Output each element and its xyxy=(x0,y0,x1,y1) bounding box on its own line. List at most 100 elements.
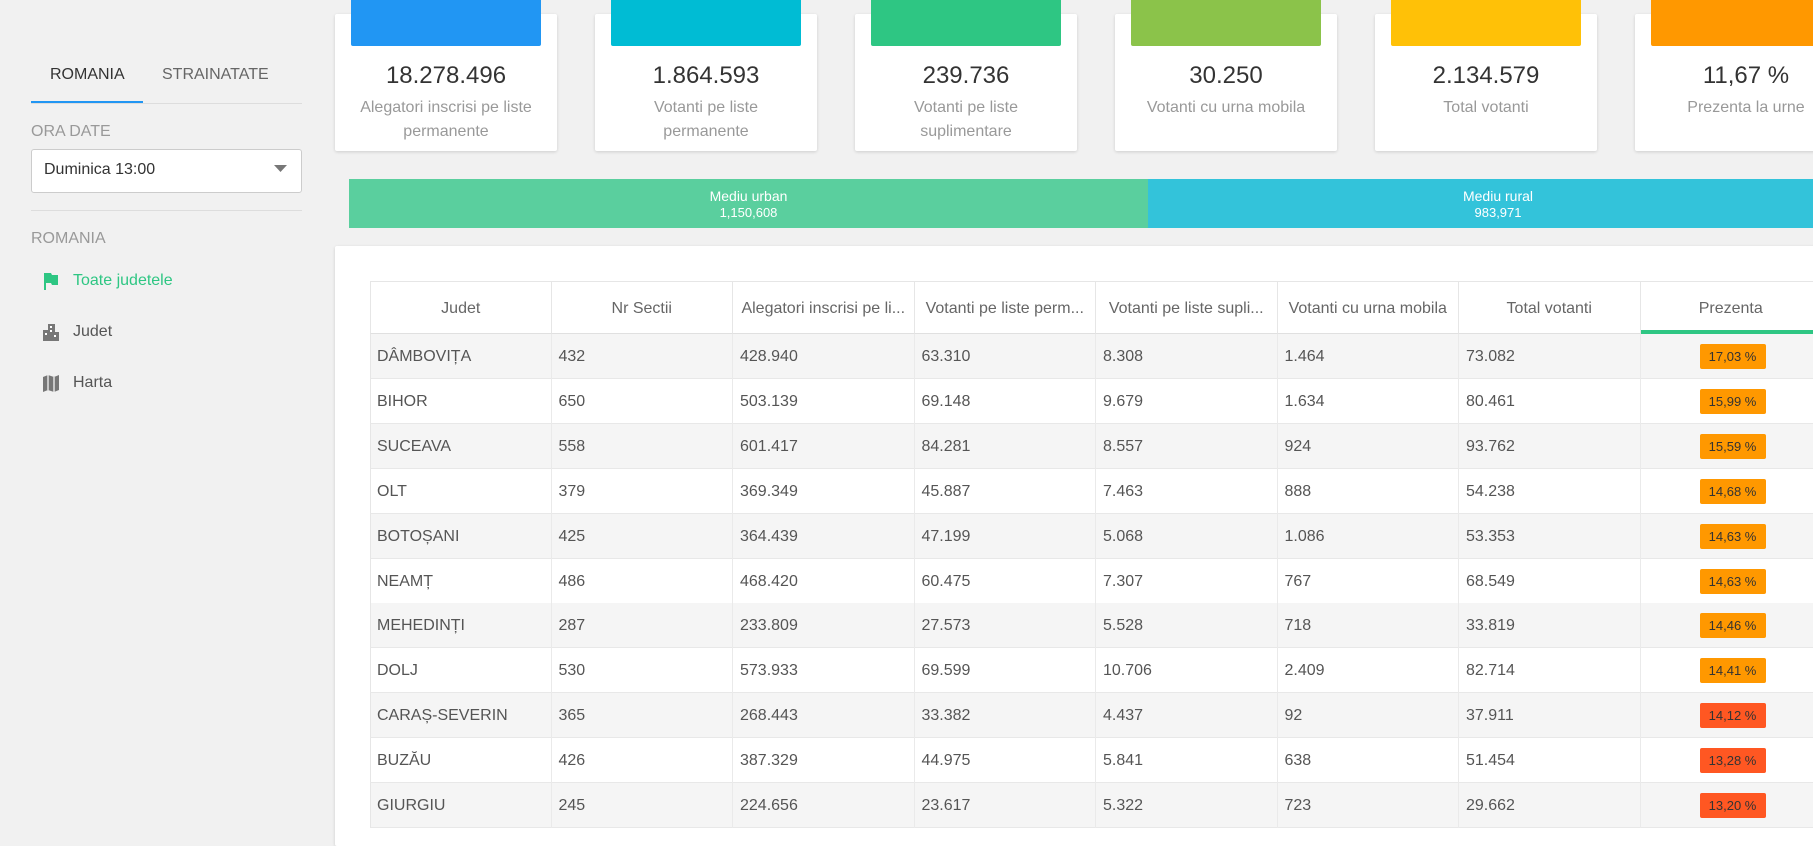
table-cell: 287 xyxy=(552,603,734,648)
table-cell: 23.617 xyxy=(915,783,1097,828)
segment-value: 1,150,608 xyxy=(349,205,1148,220)
table-cell: 45.887 xyxy=(915,469,1097,514)
table-cell: 9.679 xyxy=(1096,379,1278,424)
table-cell: 245 xyxy=(552,783,734,828)
table-cell: 573.933 xyxy=(733,648,915,693)
tab[interactable]: ROMANIA xyxy=(50,66,125,84)
column-header[interactable]: Votanti pe liste perm... xyxy=(915,281,1097,334)
card-header xyxy=(1131,0,1321,46)
table-cell: 425 xyxy=(552,514,734,559)
table-cell: 503.139 xyxy=(733,379,915,424)
table-cell: 468.420 xyxy=(733,559,915,604)
table-cell: 73.082 xyxy=(1459,334,1641,379)
prezenta-badge: 13,20 % xyxy=(1700,793,1766,818)
table-cell: 8.557 xyxy=(1096,424,1278,469)
table-cell: 60.475 xyxy=(915,559,1097,604)
table-cell: MEHEDINȚI xyxy=(370,603,552,648)
column-header[interactable]: Votanti pe liste supli... xyxy=(1096,281,1278,334)
table-cell: 44.975 xyxy=(915,738,1097,783)
table-cell: 8.308 xyxy=(1096,334,1278,379)
table-cell: NEAMȚ xyxy=(370,559,552,604)
table-cell: OLT xyxy=(370,469,552,514)
table-cell: CARAȘ-SEVERIN xyxy=(370,693,552,738)
table-cell: DÂMBOVIȚA xyxy=(370,334,552,379)
segment-value: 983,971 xyxy=(1148,205,1813,220)
table-cell: 7.307 xyxy=(1096,559,1278,604)
table-cell: 84.281 xyxy=(915,424,1097,469)
table-cell: 93.762 xyxy=(1459,424,1641,469)
card-value: 11,67 % xyxy=(1635,62,1813,90)
menu-item[interactable]: Judet xyxy=(73,323,112,341)
column-header[interactable]: Nr Sectii xyxy=(552,281,734,334)
table-cell: 387.329 xyxy=(733,738,915,783)
table-cell: 5.528 xyxy=(1096,603,1278,648)
map-icon xyxy=(43,375,59,392)
table-cell: 27.573 xyxy=(915,603,1097,648)
column-header[interactable]: Alegatori inscrisi pe li... xyxy=(733,281,915,334)
table-cell: 5.068 xyxy=(1096,514,1278,559)
card-label: Votanti pe liste permanente xyxy=(615,96,797,144)
column-header[interactable]: Judet xyxy=(370,281,552,334)
table-cell: 69.599 xyxy=(915,648,1097,693)
card-value: 18.278.496 xyxy=(335,62,557,90)
table-cell: 558 xyxy=(552,424,734,469)
segment-name: Mediu urban xyxy=(349,188,1148,204)
table-cell: 54.238 xyxy=(1459,469,1641,514)
prezenta-badge: 14,41 % xyxy=(1700,658,1766,683)
table-cell: 428.940 xyxy=(733,334,915,379)
table-cell: 718 xyxy=(1278,603,1460,648)
table-cell: 37.911 xyxy=(1459,693,1641,738)
table-cell: 33.819 xyxy=(1459,603,1641,648)
menu-item[interactable]: Toate judetele xyxy=(73,272,173,290)
table-cell: 10.706 xyxy=(1096,648,1278,693)
card-header xyxy=(351,0,541,46)
column-header[interactable]: Votanti cu urna mobila xyxy=(1278,281,1460,334)
divider xyxy=(31,103,302,104)
prezenta-badge: 14,63 % xyxy=(1700,569,1766,594)
prezenta-badge: 14,68 % xyxy=(1700,479,1766,504)
card-header xyxy=(871,0,1061,46)
prezenta-badge: 17,03 % xyxy=(1700,344,1766,369)
segment-name: Mediu rural xyxy=(1148,188,1813,204)
column-header[interactable]: Total votanti xyxy=(1459,281,1641,334)
card-header xyxy=(611,0,801,46)
select-value[interactable]: Duminica 13:00 xyxy=(44,161,155,179)
table-cell: 5.322 xyxy=(1096,783,1278,828)
table-cell: 369.349 xyxy=(733,469,915,514)
table-cell: 33.382 xyxy=(915,693,1097,738)
prezenta-badge: 14,12 % xyxy=(1700,703,1766,728)
card-header xyxy=(1391,0,1581,46)
table-cell: 1.464 xyxy=(1278,334,1460,379)
card-value: 30.250 xyxy=(1115,62,1337,90)
table-cell: BIHOR xyxy=(370,379,552,424)
table-cell: 51.454 xyxy=(1459,738,1641,783)
card-header xyxy=(1651,0,1813,46)
table-cell: 432 xyxy=(552,334,734,379)
table-cell: 68.549 xyxy=(1459,559,1641,604)
prezenta-badge: 15,59 % xyxy=(1700,434,1766,459)
table-cell: 379 xyxy=(552,469,734,514)
table-cell: 2.409 xyxy=(1278,648,1460,693)
table-cell: 268.443 xyxy=(733,693,915,738)
table-cell: 63.310 xyxy=(915,334,1097,379)
table-cell: SUCEAVA xyxy=(370,424,552,469)
tab[interactable]: STRAINATATE xyxy=(162,66,269,84)
table-cell: 924 xyxy=(1278,424,1460,469)
table-cell: 82.714 xyxy=(1459,648,1641,693)
table-cell: 426 xyxy=(552,738,734,783)
table-cell: 767 xyxy=(1278,559,1460,604)
menu-item[interactable]: Harta xyxy=(73,374,112,392)
table-cell: 53.353 xyxy=(1459,514,1641,559)
table-cell: 601.417 xyxy=(733,424,915,469)
table-cell: DOLJ xyxy=(370,648,552,693)
card-label: Votanti pe liste suplimentare xyxy=(875,96,1057,144)
table-cell: 92 xyxy=(1278,693,1460,738)
card-value: 1.864.593 xyxy=(595,62,817,90)
dropdown-arrow xyxy=(274,165,288,175)
table-cell: BUZĂU xyxy=(370,738,552,783)
column-header[interactable]: Prezenta xyxy=(1641,281,1813,334)
table-cell: 5.841 xyxy=(1096,738,1278,783)
prezenta-badge: 13,28 % xyxy=(1700,748,1766,773)
table-cell: 888 xyxy=(1278,469,1460,514)
page: {"sidebar":{"tabs":["ROMANIA","STRAINATA… xyxy=(0,0,1813,810)
